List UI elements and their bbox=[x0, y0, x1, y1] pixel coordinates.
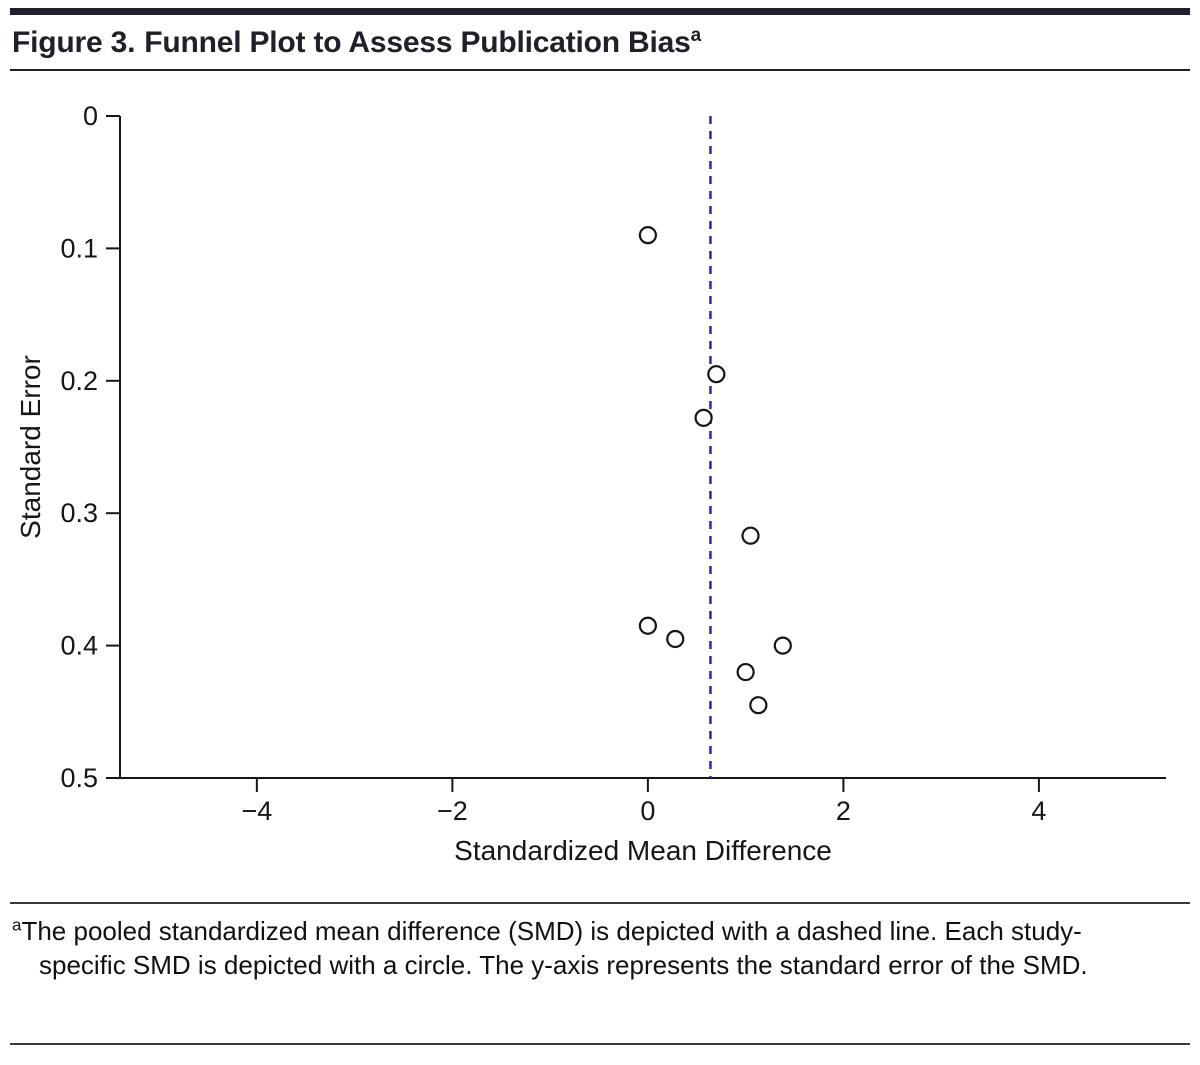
x-tick-label: 0 bbox=[640, 796, 655, 826]
funnel-plot-svg: 0 0.1 0.2 0.3 0.4 0.5 −4 −2 0 2 4 Standardized Mean… bbox=[15, 101, 1166, 866]
y-axis-label: Standard Error bbox=[15, 355, 46, 539]
footnote-top-rule bbox=[10, 902, 1190, 904]
y-tick-label: 0.2 bbox=[60, 366, 98, 396]
study-smd-point bbox=[736, 662, 755, 682]
y-tick-label: 0.3 bbox=[60, 498, 98, 528]
figure-title-superscript: a bbox=[690, 25, 702, 46]
figure-title: Figure 3. Funnel Plot to Assess Publicati… bbox=[12, 26, 701, 60]
y-tick-label: 0.5 bbox=[60, 763, 98, 793]
x-axis-label: Standardized Mean Difference bbox=[454, 835, 832, 866]
y-tick-label: 0.4 bbox=[60, 631, 98, 661]
y-tick-label: 0 bbox=[83, 101, 98, 131]
top-rule-thick bbox=[10, 8, 1190, 15]
study-smd-point bbox=[707, 365, 726, 384]
x-tick-label: −4 bbox=[241, 796, 272, 826]
figure-title-text: Funnel Plot to Assess Publication Bias bbox=[144, 26, 691, 59]
figure-footnote: aThe pooled standardized mean difference… bbox=[12, 915, 1142, 983]
axes bbox=[119, 116, 1166, 779]
study-smd-point bbox=[741, 526, 760, 545]
study-smd-point bbox=[666, 629, 685, 649]
figure-label: Figure 3. bbox=[12, 26, 136, 59]
study-smd-point bbox=[638, 616, 657, 635]
x-tick-label: −2 bbox=[437, 796, 468, 826]
footnote-marker: a bbox=[12, 915, 22, 935]
study-smd-point bbox=[638, 226, 657, 245]
x-tick-label: 4 bbox=[1031, 796, 1046, 826]
study-smd-point bbox=[694, 408, 713, 427]
y-tick-label: 0.1 bbox=[60, 233, 98, 263]
study-smd-point bbox=[773, 636, 792, 655]
footnote-text: The pooled standardized mean difference … bbox=[21, 916, 1088, 980]
bottom-rule bbox=[10, 1043, 1190, 1045]
x-tick-label: 2 bbox=[836, 796, 851, 826]
study-smd-point bbox=[749, 696, 768, 715]
title-rule bbox=[10, 69, 1190, 71]
funnel-plot: 0 0.1 0.2 0.3 0.4 0.5 −4 −2 0 2 4 Standardized Mean… bbox=[0, 88, 1200, 888]
